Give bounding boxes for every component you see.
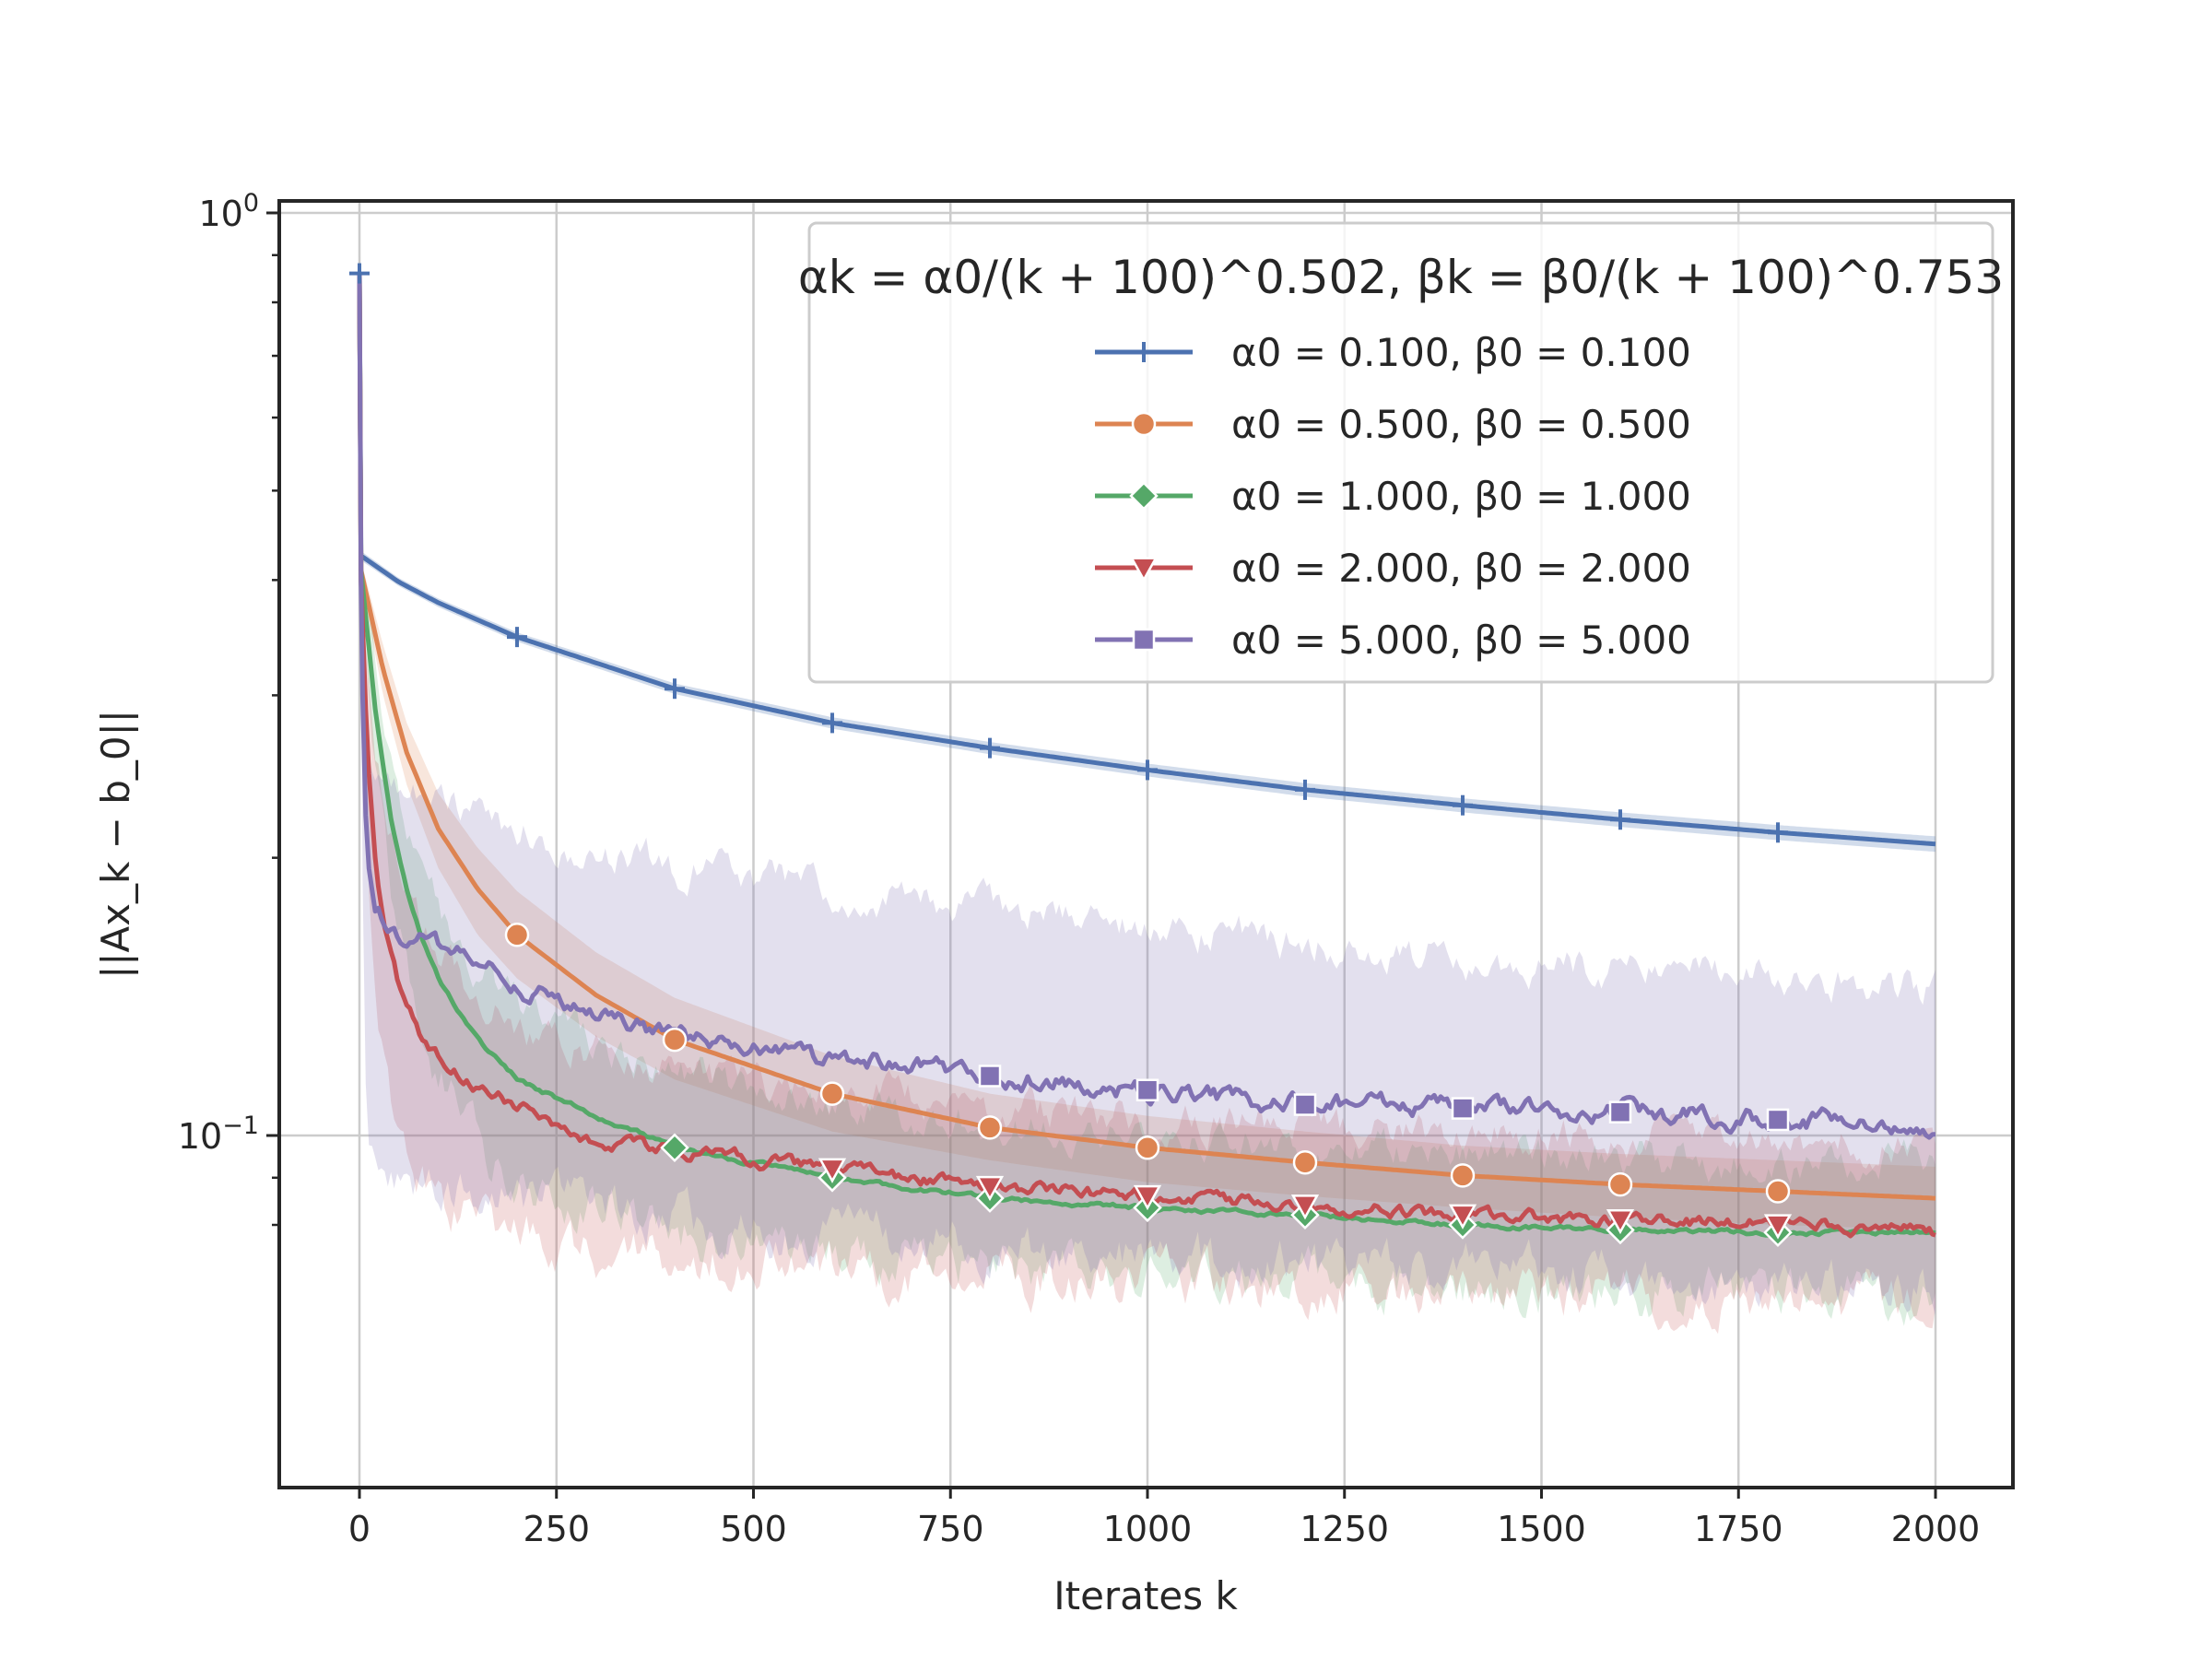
triangle-marker bbox=[1133, 1184, 1162, 1211]
plus-marker bbox=[1137, 759, 1158, 781]
legend-entry: α0 = 2.000, β0 = 2.000 bbox=[1095, 546, 1691, 591]
diamond-marker bbox=[660, 1133, 689, 1163]
square-marker bbox=[1766, 1108, 1790, 1132]
legend-label: α0 = 0.100, β0 = 0.100 bbox=[1231, 330, 1691, 375]
square-marker bbox=[1132, 628, 1156, 652]
legend-label: α0 = 5.000, β0 = 5.000 bbox=[1231, 618, 1691, 663]
legend-entry: α0 = 5.000, β0 = 5.000 bbox=[1095, 618, 1691, 663]
triangle-marker bbox=[818, 1158, 847, 1183]
plus-marker bbox=[1768, 822, 1788, 843]
diamond-marker bbox=[1129, 481, 1159, 511]
square-marker bbox=[1293, 1093, 1317, 1116]
circle-marker bbox=[1450, 1163, 1476, 1188]
legend-entry: α0 = 1.000, β0 = 1.000 bbox=[1095, 474, 1691, 519]
square-marker bbox=[1451, 1097, 1475, 1120]
legend-label: α0 = 2.000, β0 = 2.000 bbox=[1231, 546, 1691, 591]
triangle-marker bbox=[1448, 1204, 1477, 1230]
circle-marker bbox=[977, 1115, 1003, 1140]
circle-marker bbox=[819, 1081, 845, 1106]
x-tick-label: 0 bbox=[348, 1509, 371, 1549]
triangle-marker bbox=[1129, 557, 1159, 582]
plus-marker bbox=[1453, 794, 1473, 816]
circle-marker bbox=[1292, 1149, 1318, 1175]
legend-entry: α0 = 0.100, β0 = 0.100 bbox=[1095, 330, 1691, 375]
x-tick-label: 750 bbox=[917, 1509, 984, 1549]
circle-marker bbox=[1765, 1179, 1791, 1204]
circle-marker bbox=[1607, 1171, 1633, 1197]
confidence-band bbox=[359, 254, 1936, 1316]
plus-marker bbox=[822, 712, 842, 734]
square-marker bbox=[978, 1065, 1002, 1088]
x-tick-label: 1250 bbox=[1300, 1509, 1389, 1549]
plus-marker bbox=[1610, 809, 1630, 830]
plus-marker bbox=[665, 678, 685, 700]
plus-marker bbox=[1295, 779, 1315, 800]
x-axis-ticks: 0 250 500 750 1000 1250 1500 1750 2000 bbox=[348, 1488, 1980, 1549]
y-tick-label: 100 bbox=[198, 189, 259, 234]
x-tick-label: 250 bbox=[523, 1509, 590, 1549]
plus-marker bbox=[1134, 342, 1154, 362]
x-tick-label: 500 bbox=[720, 1509, 787, 1549]
legend-label: α0 = 1.000, β0 = 1.000 bbox=[1231, 474, 1691, 519]
plus-marker bbox=[980, 737, 1000, 759]
circle-marker bbox=[504, 923, 530, 947]
legend-entry: α0 = 0.500, β0 = 0.500 bbox=[1095, 402, 1691, 447]
x-tick-label: 1750 bbox=[1694, 1509, 1783, 1549]
circle-marker bbox=[1135, 1135, 1160, 1160]
circle-marker bbox=[662, 1027, 688, 1053]
y-tick-label: 10−1 bbox=[178, 1112, 259, 1157]
x-tick-label: 2000 bbox=[1891, 1509, 1981, 1549]
triangle-marker bbox=[1606, 1208, 1635, 1235]
plus-marker bbox=[349, 263, 370, 284]
plus-marker bbox=[507, 627, 527, 648]
square-marker bbox=[1135, 1078, 1159, 1101]
y-axis-ticks: 10−1 100 bbox=[178, 189, 279, 1227]
legend-entries: α0 = 0.100, β0 = 0.100 α0 = 0.500, β0 = 0… bbox=[1095, 330, 1691, 663]
series-markers bbox=[349, 263, 1793, 1248]
x-tick-label: 1500 bbox=[1497, 1509, 1586, 1549]
legend-label: α0 = 0.500, β0 = 0.500 bbox=[1231, 402, 1691, 447]
triangle-marker bbox=[1763, 1214, 1793, 1240]
circle-marker bbox=[1131, 411, 1157, 437]
triangle-marker bbox=[1290, 1194, 1320, 1220]
legend: αk = α0/(k + 100)^0.502, βk = β0/(k + 10… bbox=[798, 221, 2004, 684]
square-marker bbox=[1608, 1100, 1632, 1124]
triangle-marker bbox=[975, 1175, 1005, 1202]
x-axis-label: Iterates k bbox=[1053, 1573, 1238, 1618]
y-axis-label: ||Ax_k − b_0|| bbox=[93, 710, 138, 979]
x-tick-label: 1000 bbox=[1103, 1509, 1193, 1549]
legend-title: αk = α0/(k + 100)^0.502, βk = β0/(k + 10… bbox=[798, 251, 2004, 304]
